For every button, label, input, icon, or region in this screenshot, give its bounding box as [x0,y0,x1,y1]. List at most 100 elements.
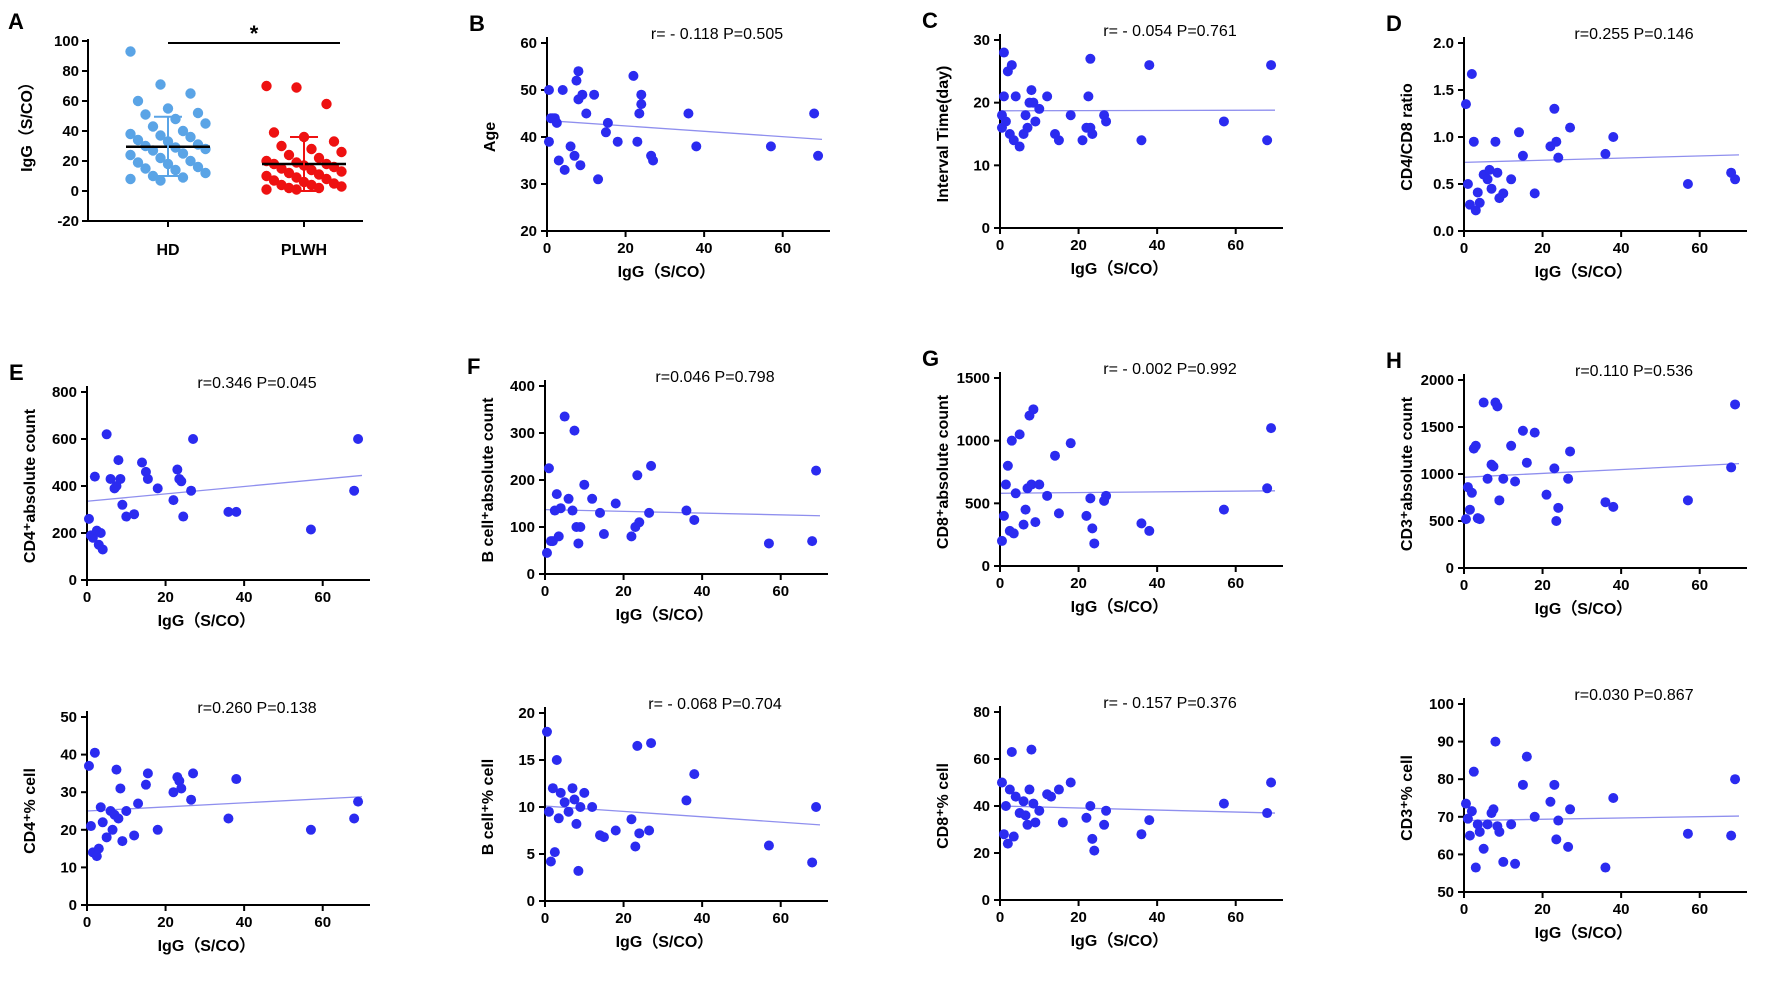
x-axis-label: IgG（S/CO） [616,933,714,951]
y-tick-label: 800 [52,384,77,401]
panel-E-percent: r=0.260 P=0.138 0 10 20 30 40 50 0 20 40 60 IgG（S/C… [22,700,370,955]
data-point [579,479,590,490]
data-point [1018,796,1029,807]
x-axis-label: IgG（S/CO） [158,612,256,630]
data-point [168,787,179,798]
data-point [1492,167,1503,178]
data-point [543,85,554,95]
data-point [1034,103,1045,114]
x-tick-label: 0 [541,910,549,927]
data-point [89,471,100,482]
data-point [1089,538,1100,549]
data-point [185,155,196,167]
data-point [559,411,570,422]
data-point [1510,858,1521,869]
significance-star: * [250,21,259,46]
x-tick-label: 60 [314,914,331,931]
data-point [155,175,166,186]
data-point [575,802,586,812]
data-point [1600,148,1611,159]
stat-text: r=0.030 P=0.867 [1574,687,1693,704]
x-tick-label: 40 [236,914,253,931]
y-tick-label: 60 [62,93,79,110]
y-tick-label: 1500 [957,370,990,387]
y-tick-label: 20 [518,705,535,722]
data-point [555,503,566,514]
regression-line [999,109,1276,112]
category-label: PLWH [281,242,327,259]
x-tick-label: 40 [1613,901,1630,918]
y-axis-label: Interval Time(day) [935,66,952,203]
data-point [1034,805,1045,816]
data-point [1000,116,1011,127]
data-point [1466,69,1477,80]
data-point [1553,815,1564,826]
data-point [1034,479,1045,490]
data-point [132,95,144,107]
data-point [231,774,242,785]
y-tick-label: 1.5 [1433,82,1454,99]
y-axis-label: CD4⁺absolute count [22,408,39,563]
data-point [328,136,340,147]
data-point [1000,479,1011,490]
data-point [567,783,578,794]
data-point [93,843,104,854]
x-tick-label: 40 [1149,575,1166,592]
data-point [1008,135,1019,146]
data-point [1053,784,1064,795]
data-point [1498,188,1509,199]
x-tick-label: 60 [774,240,791,257]
data-point [283,149,295,161]
data-point [200,167,211,179]
data-point [1517,425,1528,436]
data-point [1545,796,1556,807]
data-point [553,813,564,824]
data-point [569,794,580,805]
data-point [107,824,118,835]
x-tick-label: 0 [83,914,91,931]
y-tick-label: 20 [520,223,537,240]
data-point [1006,435,1017,446]
data-point [1494,826,1505,837]
data-point [336,181,347,192]
data-point [336,166,347,177]
y-tick-label: 2.0 [1433,35,1454,52]
y-tick-label: 10 [60,859,77,876]
y-tick-label: 20 [62,153,79,170]
y-tick-label: 60 [1437,846,1454,863]
x-axis-label: IgG（S/CO） [1071,598,1169,616]
data-point [1085,493,1096,504]
data-point [132,157,144,168]
data-point [1262,808,1273,819]
x-tick-label: 60 [1691,577,1708,594]
x-tick-label: 40 [236,589,253,606]
data-point [283,167,295,179]
data-point [1482,473,1493,484]
panel-A: A -20 0 20 40 60 80 100 HD PLWH IgG（S/CO） * [8,9,363,259]
data-point [1529,427,1540,438]
panel-letter: H [1386,348,1402,373]
y-tick-label: 100 [54,33,79,50]
category-label: HD [156,242,179,259]
data-point [147,170,159,182]
data-point [1262,135,1273,146]
data-point [276,163,287,174]
x-axis-label: IgG（S/CO） [1535,924,1633,942]
y-tick-label: 10 [518,799,535,816]
data-point [1608,501,1619,512]
data-point [1262,483,1273,494]
data-point [200,143,211,155]
y-tick-label: 0 [527,566,535,583]
data-point [305,524,316,535]
data-point [349,813,360,824]
data-point [125,173,136,185]
data-point [811,802,822,812]
data-point [644,825,655,836]
data-point [1565,804,1576,815]
data-point [1083,91,1094,102]
data-point [186,485,197,496]
data-point [185,88,196,99]
